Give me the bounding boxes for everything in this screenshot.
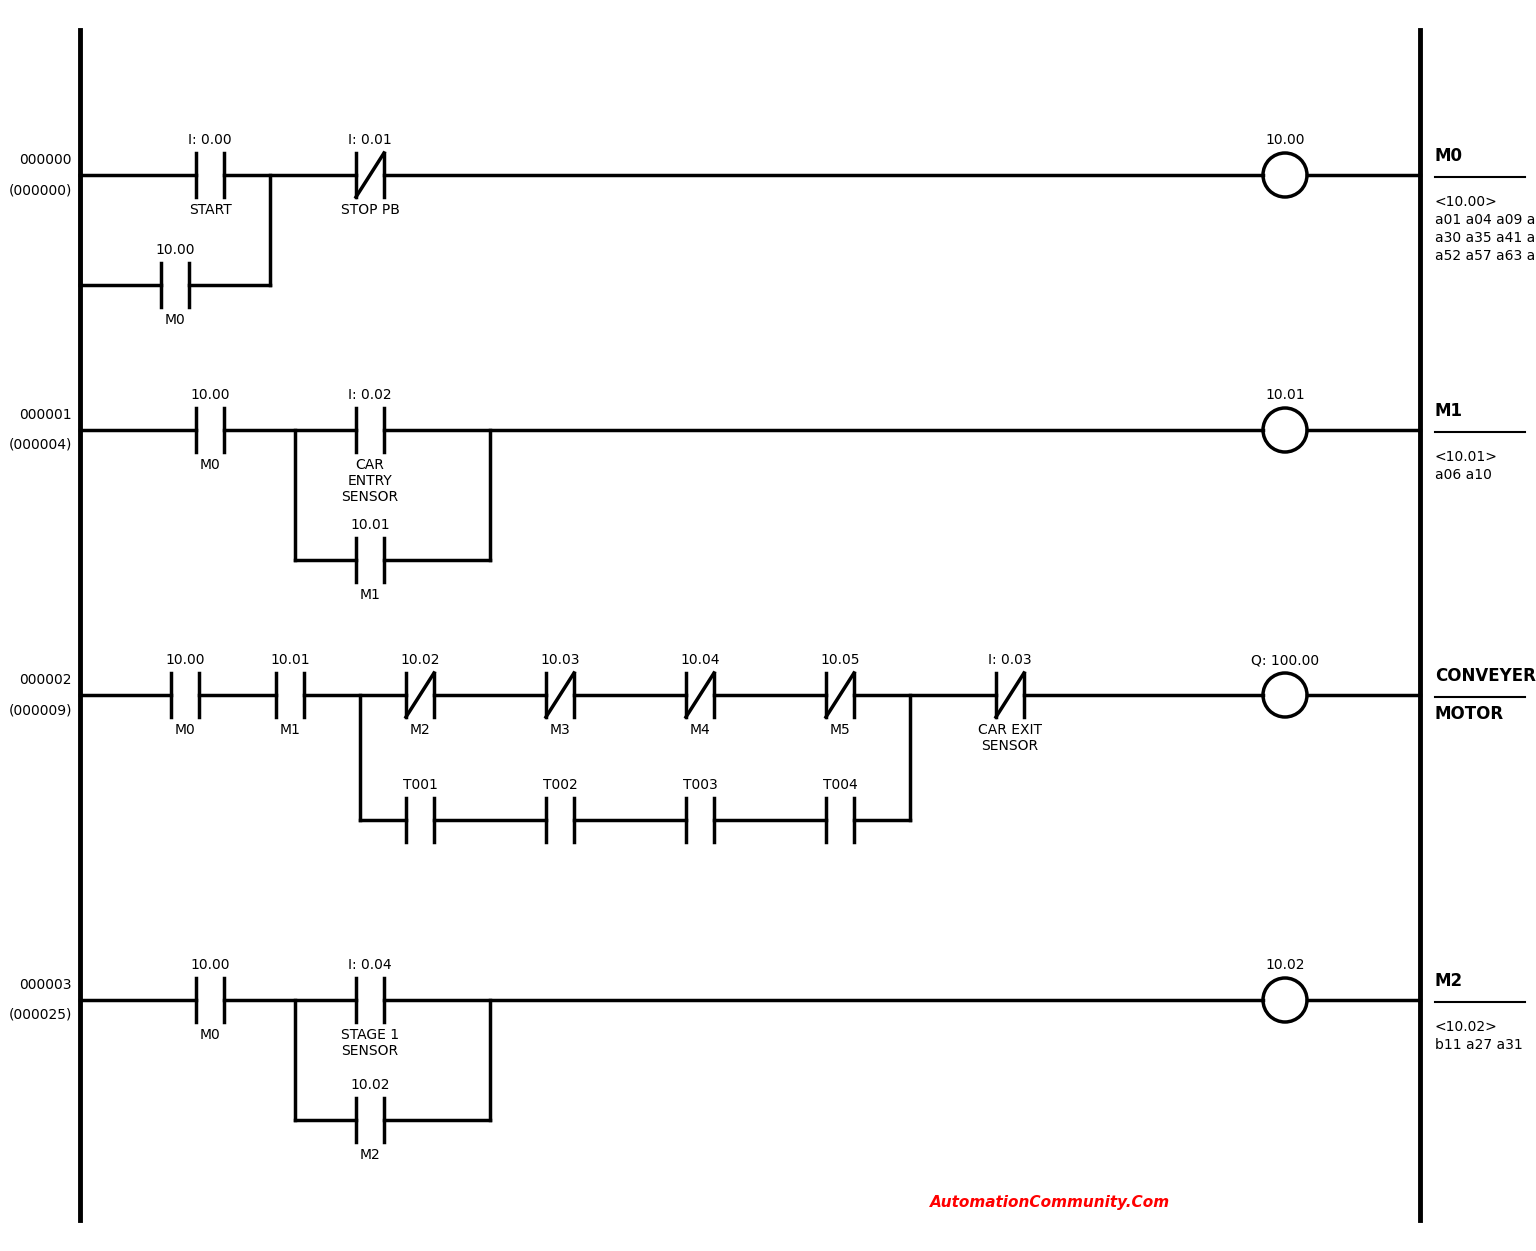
Text: 10.02: 10.02 (401, 653, 439, 667)
Text: 10.00: 10.00 (166, 653, 204, 667)
Text: 10.05: 10.05 (820, 653, 860, 667)
Text: I: 0.04: I: 0.04 (349, 958, 392, 972)
Text: STAGE 1: STAGE 1 (341, 1028, 399, 1042)
Text: 10.02: 10.02 (1266, 958, 1304, 972)
Text: SENSOR: SENSOR (341, 1045, 398, 1058)
Text: a30 a35 a41 a46: a30 a35 a41 a46 (1435, 231, 1536, 245)
Text: I: 0.02: I: 0.02 (349, 388, 392, 402)
Text: STOP PB: STOP PB (341, 203, 399, 216)
Text: 000002: 000002 (20, 673, 72, 687)
Text: 10.01: 10.01 (1266, 388, 1304, 402)
Text: M0: M0 (175, 723, 195, 737)
Text: M0: M0 (200, 1028, 220, 1042)
Text: MOTOR: MOTOR (1435, 706, 1504, 723)
Text: I: 0.01: I: 0.01 (349, 133, 392, 148)
Text: CAR: CAR (355, 458, 384, 472)
Text: M2: M2 (359, 1148, 381, 1162)
Text: <10.01>: <10.01> (1435, 450, 1498, 464)
Text: 10.01: 10.01 (270, 653, 310, 667)
Text: SENSOR: SENSOR (982, 739, 1038, 753)
Text: 10.04: 10.04 (680, 653, 720, 667)
Text: M1: M1 (1435, 402, 1462, 420)
Text: M4: M4 (690, 723, 710, 737)
Text: 10.00: 10.00 (1266, 133, 1304, 148)
Text: ENTRY: ENTRY (347, 474, 392, 488)
Text: Q: 100.00: Q: 100.00 (1250, 653, 1319, 667)
Text: CAR EXIT: CAR EXIT (978, 723, 1041, 737)
Text: 10.02: 10.02 (350, 1078, 390, 1092)
Text: (000009): (000009) (9, 703, 72, 717)
Text: 000003: 000003 (20, 978, 72, 992)
Text: <10.02>: <10.02> (1435, 1020, 1498, 1035)
Text: 10.03: 10.03 (541, 653, 579, 667)
Text: 000000: 000000 (20, 153, 72, 166)
Text: START: START (189, 203, 232, 216)
Text: (000025): (000025) (9, 1008, 72, 1022)
Text: T001: T001 (402, 778, 438, 792)
Text: a52 a57 a63 a68: a52 a57 a63 a68 (1435, 249, 1536, 263)
Text: M2: M2 (410, 723, 430, 737)
Text: M0: M0 (200, 458, 220, 472)
Text: a01 a04 a09 a25: a01 a04 a09 a25 (1435, 213, 1536, 226)
Text: AutomationCommunity.Com: AutomationCommunity.Com (929, 1195, 1170, 1210)
Text: M0: M0 (1435, 148, 1462, 165)
Text: <10.00>: <10.00> (1435, 195, 1498, 209)
Text: M1: M1 (359, 588, 381, 602)
Text: 10.00: 10.00 (190, 388, 230, 402)
Text: M5: M5 (829, 723, 851, 737)
Text: 000001: 000001 (20, 408, 72, 422)
Text: SENSOR: SENSOR (341, 490, 398, 504)
Text: T002: T002 (542, 778, 578, 792)
Text: 10.01: 10.01 (350, 518, 390, 532)
Text: I: 0.03: I: 0.03 (988, 653, 1032, 667)
Text: b11 a27 a31: b11 a27 a31 (1435, 1038, 1522, 1052)
Text: (000000): (000000) (9, 183, 72, 196)
Text: M3: M3 (550, 723, 570, 737)
Text: T004: T004 (823, 778, 857, 792)
Text: T003: T003 (682, 778, 717, 792)
Text: I: 0.00: I: 0.00 (189, 133, 232, 148)
Text: 10.00: 10.00 (190, 958, 230, 972)
Text: CONVEYER: CONVEYER (1435, 667, 1536, 686)
Text: 10.00: 10.00 (155, 243, 195, 256)
Text: (000004): (000004) (9, 438, 72, 452)
Text: a06 a10: a06 a10 (1435, 468, 1491, 482)
Text: M1: M1 (280, 723, 301, 737)
Text: M2: M2 (1435, 972, 1464, 990)
Text: M0: M0 (164, 313, 186, 327)
